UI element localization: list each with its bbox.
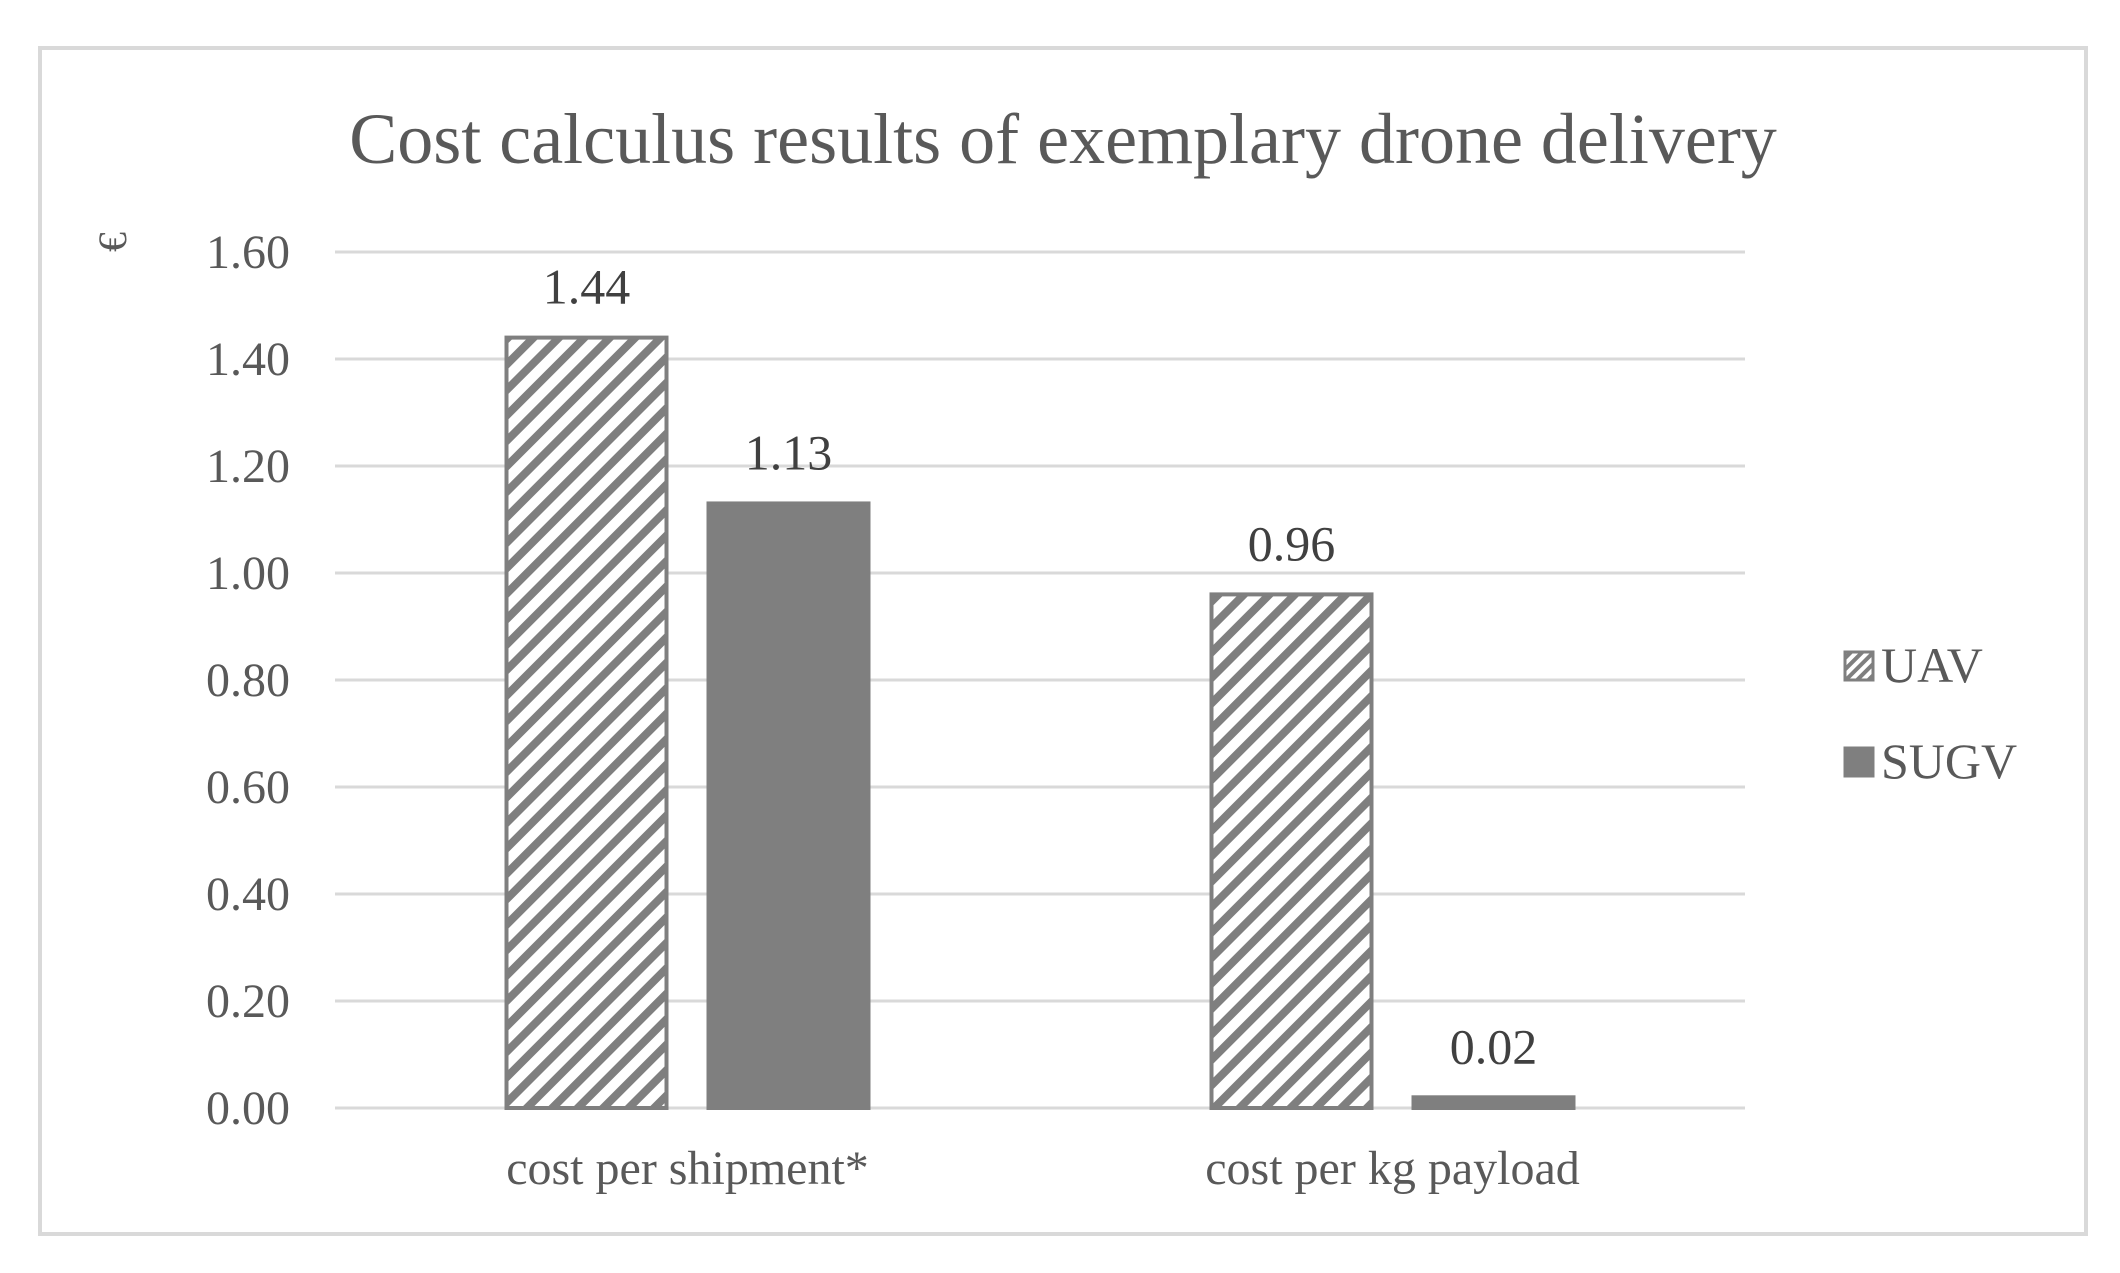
y-tick-label: 0.20 [206, 975, 290, 1028]
bar-sugv-1 [1411, 1095, 1576, 1111]
data-label: 1.44 [543, 259, 631, 315]
data-label: 1.13 [745, 424, 833, 480]
chart-title: Cost calculus results of exemplary drone… [349, 99, 1777, 179]
bars [504, 335, 1576, 1111]
y-tick-label: 1.20 [206, 440, 290, 493]
y-tick-label: 1.00 [206, 547, 290, 600]
chart-frame [38, 46, 2088, 1236]
legend-swatch-uav [1843, 650, 1875, 682]
x-category-label: cost per shipment* [506, 1142, 869, 1195]
data-labels: 1.44 1.13 0.96 0.02 [543, 259, 1538, 1075]
y-tick-label: 1.60 [206, 226, 290, 279]
legend: UAV SUGV [1843, 637, 2017, 789]
x-category-label: cost per kg payload [1205, 1142, 1580, 1195]
bar-uav-0 [504, 335, 669, 1111]
legend-label-uav: UAV [1881, 637, 1983, 693]
x-axis-categories: cost per shipment* cost per kg payload [506, 1142, 1580, 1195]
data-label: 0.02 [1450, 1018, 1538, 1074]
y-axis-label: € [90, 232, 135, 252]
data-label: 0.96 [1248, 515, 1336, 571]
legend-label-sugv: SUGV [1881, 733, 2017, 789]
y-tick-label: 0.60 [206, 761, 290, 814]
y-tick-label: 0.40 [206, 868, 290, 921]
y-axis-ticks: 0.00 0.20 0.40 0.60 0.80 1.00 1.20 1.40 1.60 [206, 226, 290, 1135]
y-tick-label: 0.80 [206, 654, 290, 707]
legend-swatch-sugv [1843, 746, 1875, 778]
y-tick-label: 1.40 [206, 333, 290, 386]
bar-sugv-0 [706, 501, 871, 1110]
y-tick-label: 0.00 [206, 1082, 290, 1135]
bar-uav-1 [1209, 592, 1374, 1110]
